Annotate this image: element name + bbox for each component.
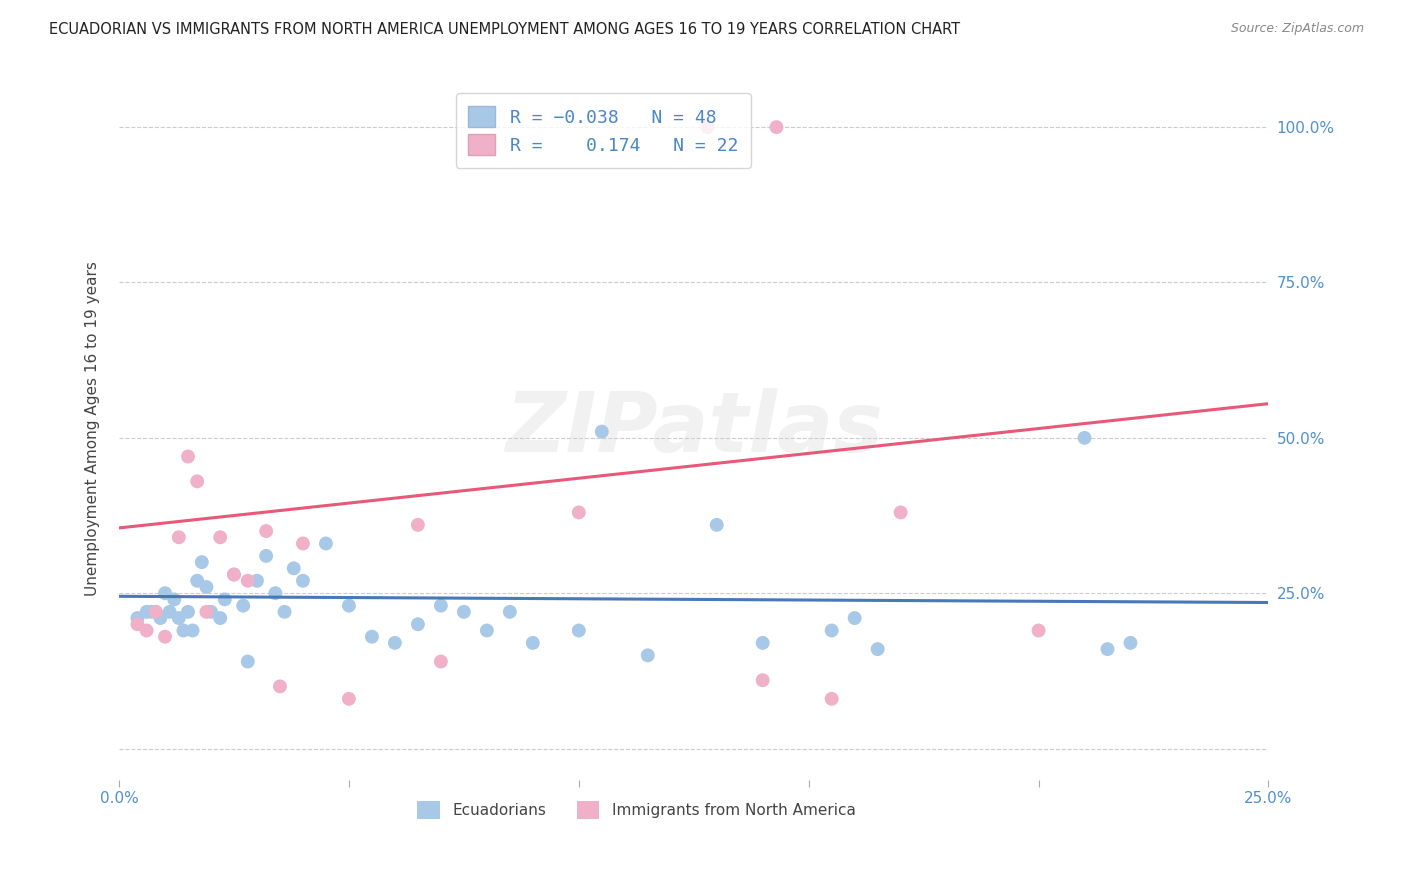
Point (153, 630, 176, 644)
Point (475, 624, 498, 638)
Point (246, 574, 269, 588)
Legend: Ecuadorians, Immigrants from North America: Ecuadorians, Immigrants from North Ameri… (411, 795, 862, 824)
Point (236, 655, 259, 669)
Point (269, 680, 291, 694)
Point (127, 611, 149, 625)
Point (568, 505, 591, 519)
Point (821, 691, 844, 706)
Point (163, 592, 186, 607)
Point (200, 605, 222, 619)
Point (236, 574, 259, 588)
Point (167, 611, 190, 625)
Point (706, 517, 728, 532)
Point (177, 605, 200, 619)
Point (209, 611, 232, 625)
Point (291, 536, 314, 550)
Point (214, 592, 236, 607)
Point (153, 586, 176, 600)
Point (337, 691, 360, 706)
Point (159, 605, 181, 619)
Point (821, 624, 844, 638)
Point (195, 580, 218, 594)
Point (337, 599, 360, 613)
Point (384, 636, 406, 650)
Point (145, 605, 167, 619)
Point (637, 648, 659, 663)
Point (209, 530, 232, 544)
Point (890, 505, 912, 519)
Text: ZIPatlas: ZIPatlas (505, 388, 883, 469)
Point (141, 605, 163, 619)
Point (273, 605, 295, 619)
Point (751, 636, 773, 650)
Point (186, 574, 208, 588)
Point (191, 555, 214, 569)
Point (254, 524, 277, 538)
Point (591, 425, 613, 439)
Y-axis label: Unemployment Among Ages 16 to 19 years: Unemployment Among Ages 16 to 19 years (86, 261, 100, 596)
Point (1073, 431, 1095, 445)
Point (1028, 624, 1050, 638)
Text: Source: ZipAtlas.com: Source: ZipAtlas.com (1230, 22, 1364, 36)
Point (406, 517, 429, 532)
Point (222, 567, 245, 582)
Point (167, 530, 190, 544)
Point (765, 120, 787, 135)
Point (135, 624, 157, 638)
Point (283, 561, 305, 575)
Point (149, 611, 172, 625)
Point (254, 549, 277, 563)
Point (406, 617, 429, 632)
Point (522, 636, 544, 650)
Point (866, 642, 889, 657)
Point (361, 630, 384, 644)
Point (453, 605, 475, 619)
Point (195, 605, 218, 619)
Point (172, 624, 194, 638)
Point (291, 574, 314, 588)
Point (181, 624, 204, 638)
Point (1119, 636, 1142, 650)
Point (186, 475, 208, 489)
Point (1097, 642, 1119, 657)
Point (430, 599, 453, 613)
Point (222, 567, 245, 582)
Point (177, 450, 200, 464)
Point (127, 617, 149, 632)
Point (232, 599, 254, 613)
Point (145, 605, 167, 619)
Point (135, 605, 157, 619)
Point (264, 586, 287, 600)
Text: ECUADORIAN VS IMMIGRANTS FROM NORTH AMERICA UNEMPLOYMENT AMONG AGES 16 TO 19 YEA: ECUADORIAN VS IMMIGRANTS FROM NORTH AMER… (49, 22, 960, 37)
Point (430, 655, 453, 669)
Point (499, 605, 522, 619)
Point (751, 673, 773, 688)
Point (696, 120, 718, 135)
Point (568, 624, 591, 638)
Point (315, 536, 337, 550)
Point (844, 611, 866, 625)
